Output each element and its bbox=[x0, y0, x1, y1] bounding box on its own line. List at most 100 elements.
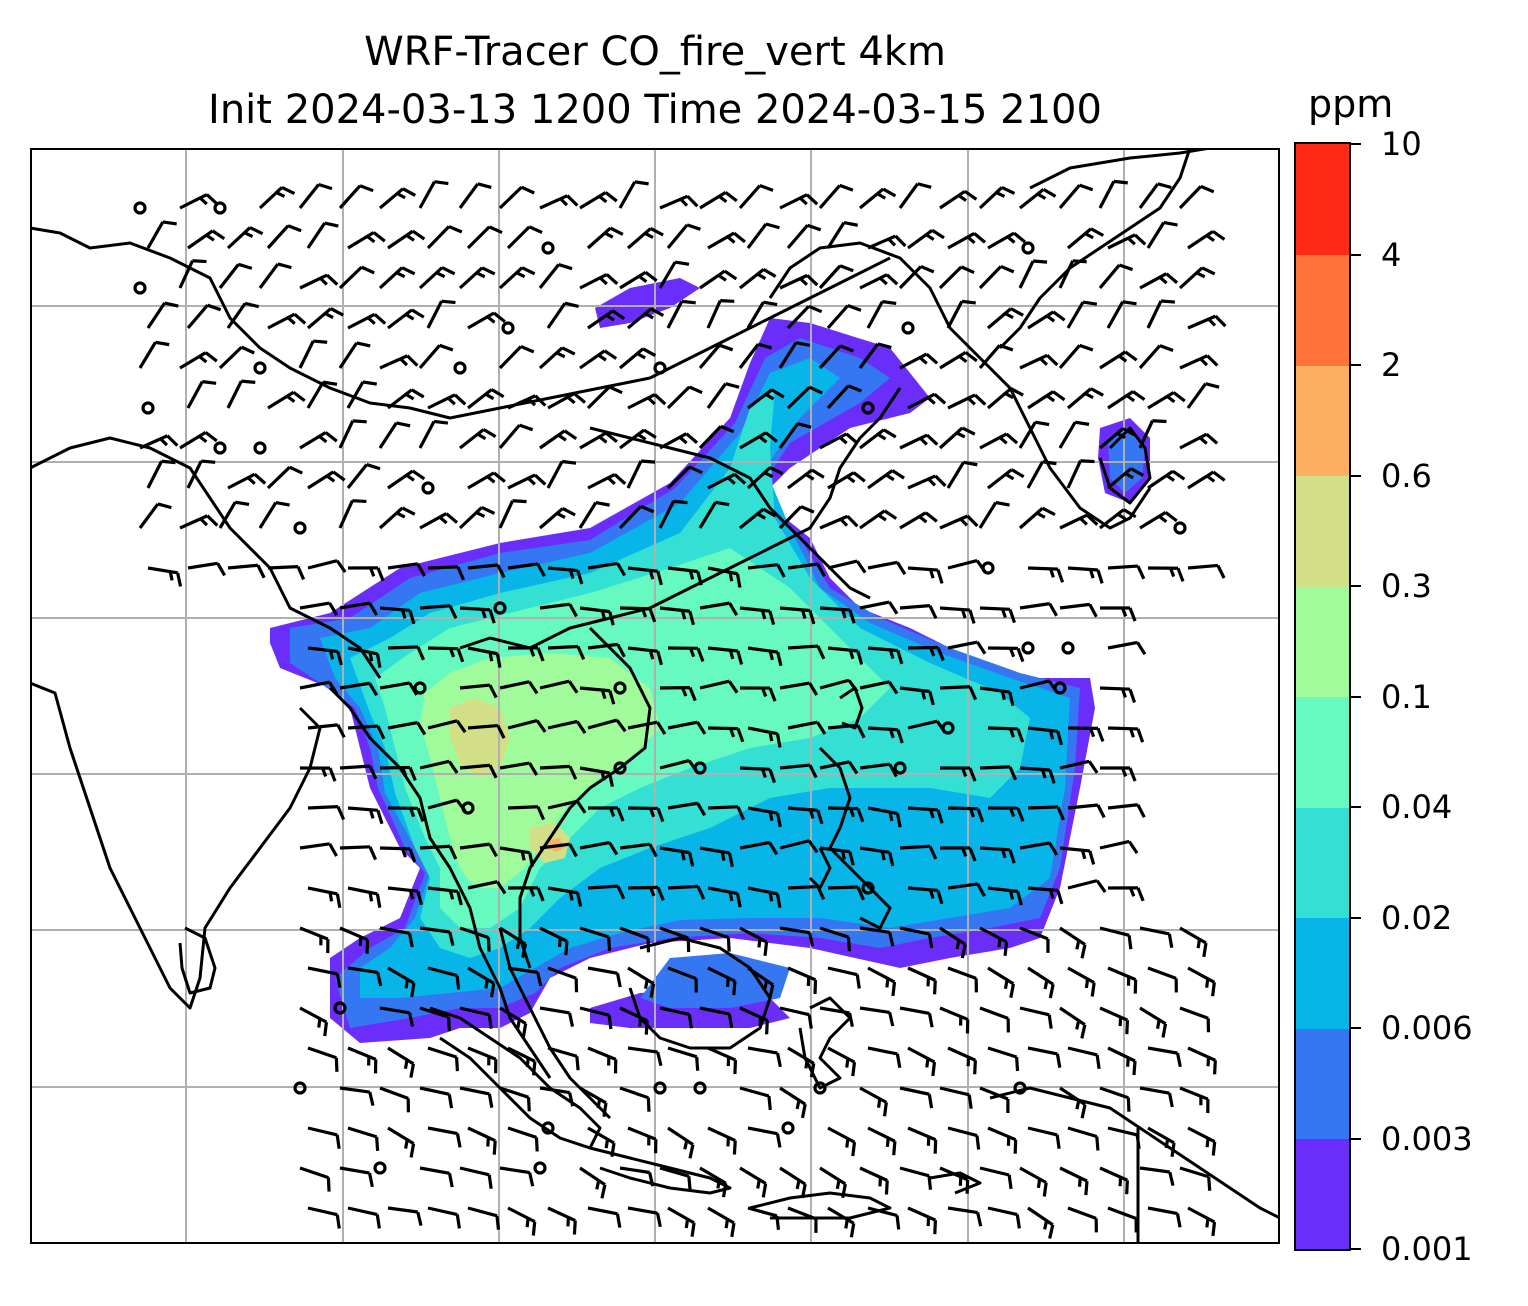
wind-barb-feather bbox=[600, 1184, 607, 1199]
wind-barb-feather bbox=[455, 975, 461, 990]
wind-barb-feather bbox=[604, 1138, 610, 1149]
wind-barb-feather bbox=[841, 1183, 847, 1199]
wind-barb-feather bbox=[488, 764, 498, 779]
wind-barb-shaft bbox=[827, 885, 859, 890]
wind-barb-feather bbox=[800, 505, 815, 514]
wind-barb-shaft bbox=[706, 299, 722, 329]
wind-barb-feather bbox=[277, 262, 292, 270]
wind-barb-shaft bbox=[1139, 511, 1167, 530]
wind-barb-feather bbox=[476, 432, 487, 441]
wind-barb-shaft bbox=[659, 846, 690, 855]
wind-barb-shaft bbox=[1058, 344, 1081, 370]
wind-barb-feather bbox=[1216, 564, 1226, 579]
wind-barb-shaft bbox=[226, 226, 252, 250]
wind-barb-shaft bbox=[618, 347, 645, 370]
wind-barb-feather bbox=[1196, 939, 1202, 949]
wind-barb-feather bbox=[920, 690, 927, 700]
wind-barb-shaft bbox=[827, 646, 859, 653]
wind-barb-feather bbox=[595, 500, 610, 507]
wind-barb-feather bbox=[690, 1222, 696, 1237]
wind-barb-feather bbox=[604, 431, 618, 443]
wind-barb-shaft bbox=[1099, 1166, 1129, 1182]
wind-barb-shaft bbox=[427, 1046, 458, 1059]
wind-barb-feather bbox=[1009, 807, 1016, 818]
wind-barb-feather bbox=[1136, 728, 1145, 743]
wind-barb-shaft bbox=[427, 1126, 458, 1136]
wind-barb-shaft bbox=[1147, 469, 1174, 490]
wind-barb-shaft bbox=[586, 385, 611, 410]
wind-barb-feather bbox=[484, 979, 489, 989]
wind-barb-shaft bbox=[347, 231, 375, 250]
wind-barb-shaft bbox=[1019, 841, 1050, 850]
wind-barb-feather bbox=[1075, 1100, 1081, 1110]
wind-barb-feather bbox=[851, 1141, 857, 1157]
wind-barb-feather bbox=[1008, 691, 1015, 707]
wind-barb-feather bbox=[649, 886, 656, 897]
wind-barb-feather bbox=[416, 721, 427, 736]
wind-barb-feather bbox=[806, 223, 822, 232]
wind-barb-shaft bbox=[499, 1006, 527, 1025]
wind-barb-feather bbox=[234, 500, 250, 507]
wind-barb-feather bbox=[1079, 343, 1094, 352]
wind-barb-feather bbox=[888, 601, 899, 615]
co-concentration-contour bbox=[1108, 428, 1145, 493]
calm-wind-circle bbox=[693, 761, 707, 775]
wind-barb-feather bbox=[1016, 807, 1025, 822]
wind-barb-feather bbox=[656, 650, 663, 666]
wind-barb-shaft bbox=[1066, 387, 1092, 410]
wind-barb-feather bbox=[673, 499, 688, 505]
wind-barb-shaft bbox=[786, 224, 809, 250]
wind-barb-feather bbox=[1003, 941, 1009, 956]
wind-barb-feather bbox=[960, 265, 975, 275]
wind-barb-feather bbox=[1006, 235, 1016, 244]
wind-barb-shaft bbox=[467, 880, 498, 890]
wind-barb-feather bbox=[275, 500, 290, 507]
wind-barb-shaft bbox=[1187, 1126, 1216, 1144]
calm-wind-circle bbox=[1061, 641, 1075, 655]
wind-barb-feather bbox=[724, 1219, 730, 1229]
wind-barb-shaft bbox=[819, 926, 850, 939]
calm-wind-circle bbox=[461, 801, 475, 815]
wind-barb-feather bbox=[1090, 387, 1104, 397]
wind-barb-feather bbox=[816, 721, 827, 735]
wind-barb-shaft bbox=[299, 431, 327, 450]
wind-barb-shaft bbox=[827, 471, 855, 490]
wind-barb-shaft bbox=[947, 882, 978, 890]
wind-barb-feather bbox=[764, 431, 778, 443]
wind-barb-shaft bbox=[827, 806, 859, 811]
wind-barb-feather bbox=[648, 843, 658, 858]
wind-barb-feather bbox=[330, 307, 344, 317]
wind-barb-feather bbox=[1041, 506, 1056, 517]
wind-barb-feather bbox=[526, 1097, 531, 1112]
wind-barb-feather bbox=[557, 937, 562, 947]
wind-barb-shaft bbox=[1187, 966, 1216, 984]
wind-barb-feather bbox=[328, 602, 339, 616]
wind-barb-feather bbox=[896, 650, 904, 665]
wind-barb-feather bbox=[616, 643, 626, 658]
wind-barb-feather bbox=[961, 426, 976, 436]
wind-barb-feather bbox=[366, 316, 376, 325]
wind-barb-shaft bbox=[579, 766, 610, 775]
wind-barb-feather bbox=[936, 889, 944, 905]
wind-barb-shaft bbox=[859, 600, 890, 610]
wind-barb-feather bbox=[763, 980, 769, 990]
wind-barb-shaft bbox=[859, 1086, 888, 1104]
wind-barb-shaft bbox=[186, 380, 204, 409]
wind-barb-shaft bbox=[426, 225, 451, 250]
wind-barb-shaft bbox=[979, 846, 1011, 852]
wind-barb-feather bbox=[1048, 730, 1055, 740]
wind-barb-feather bbox=[761, 1183, 768, 1198]
wind-barb-feather bbox=[609, 226, 624, 236]
wind-barb-shaft bbox=[498, 500, 515, 529]
wind-barb-shaft bbox=[307, 470, 335, 490]
wind-barb-feather bbox=[525, 1218, 530, 1228]
wind-barb-feather bbox=[405, 473, 415, 482]
wind-barb-feather bbox=[605, 273, 619, 286]
wind-barb-shaft bbox=[307, 805, 339, 810]
wind-barb-shaft bbox=[459, 842, 490, 850]
wind-barb-feather bbox=[477, 182, 492, 190]
wind-barb-feather bbox=[895, 1053, 902, 1069]
wind-barb-shaft bbox=[338, 342, 358, 369]
wind-barb-shaft bbox=[347, 806, 379, 812]
calm-wind-circle bbox=[981, 561, 995, 575]
